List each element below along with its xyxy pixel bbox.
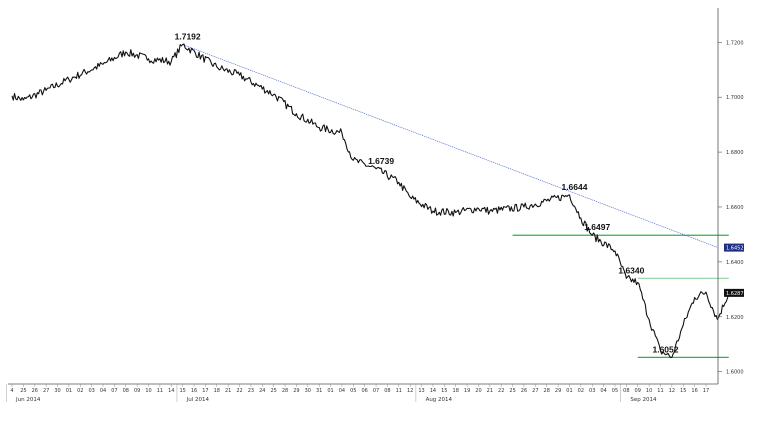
x-tick-label: 10 <box>646 388 652 394</box>
x-tick-label: 30 <box>54 388 60 394</box>
x-tick-label: 14 <box>430 388 436 394</box>
x-tick-label: 25 <box>270 388 276 394</box>
x-tick-label: 04 <box>100 388 106 394</box>
price-badge-box <box>724 243 744 252</box>
price-annotation: 1.6052 <box>652 344 678 354</box>
x-tick-label: 07 <box>111 388 117 394</box>
x-tick-label: 29 <box>555 388 561 394</box>
x-tick-label: 18 <box>453 388 459 394</box>
price-badge-label: 1.6287 <box>726 291 744 297</box>
x-tick-label: 01 <box>566 388 572 394</box>
x-tick-label: 22 <box>498 388 504 394</box>
x-tick-label: 02 <box>578 388 584 394</box>
x-tick-label: 18 <box>214 388 220 394</box>
x-tick-label: 03 <box>589 388 595 394</box>
month-label: Sep 2014 <box>630 397 657 403</box>
x-axis-ticks: 4 25 26 27 30 01 02 03 04 07 08 09 10 11 14 15 16 17 18 21 2… <box>10 384 709 394</box>
x-tick-label: 12 <box>407 388 413 394</box>
horizontal-levels <box>512 234 729 358</box>
y-tick-label: 1.7200 <box>726 40 744 46</box>
price-annotation: 1.6739 <box>368 156 394 166</box>
x-tick-label: 07 <box>373 388 379 394</box>
price-badge-label: 1.6452 <box>726 246 744 252</box>
x-tick-label: 01 <box>327 388 333 394</box>
x-tick-label: 29 <box>293 388 299 394</box>
x-tick-label: 09 <box>134 388 140 394</box>
price-badges: 1.6452 1.6287 <box>724 243 744 297</box>
y-axis-ticks: 1.7200 1.7000 1.6800 1.6600 1.6400 1.6200 1.60… <box>718 40 744 376</box>
x-tick-label: 17 <box>703 388 709 394</box>
price-badge-box <box>724 288 744 297</box>
x-tick-label: 06 <box>362 388 368 394</box>
x-tick-label: 05 <box>612 388 618 394</box>
x-tick-label: 11 <box>157 388 163 394</box>
x-tick-label: 14 <box>168 388 174 394</box>
trendline-group <box>182 44 719 248</box>
x-tick-label: 15 <box>680 388 686 394</box>
x-tick-label: 16 <box>191 388 197 394</box>
month-labels: Jun 2014 Jul 2014 Aug 2014 Sep 2014 <box>6 384 657 403</box>
x-tick-label: 13 <box>418 388 424 394</box>
y-tick-label: 1.6200 <box>726 315 744 321</box>
x-tick-label: 27 <box>532 388 538 394</box>
y-tick-label: 1.6800 <box>726 150 744 156</box>
x-tick-label: 16 <box>691 388 697 394</box>
x-tick-label: 20 <box>475 388 481 394</box>
x-tick-label: 02 <box>77 388 83 394</box>
x-tick-label: 24 <box>259 388 265 394</box>
x-tick-label: 11 <box>657 388 663 394</box>
x-tick-label: 12 <box>669 388 675 394</box>
x-tick-label: 09 <box>635 388 641 394</box>
x-tick-label: 03 <box>88 388 94 394</box>
price-annotation: 1.6497 <box>584 222 610 232</box>
x-tick-label: 04 <box>339 388 345 394</box>
month-label: Jun 2014 <box>15 397 41 403</box>
month-label: Jul 2014 <box>186 397 210 403</box>
x-tick-label: 21 <box>487 388 493 394</box>
x-tick-label: 22 <box>236 388 242 394</box>
y-tick-label: 1.6400 <box>726 260 744 266</box>
price-annotation: 1.6644 <box>561 182 587 192</box>
x-tick-label: 17 <box>202 388 208 394</box>
x-tick-label: 27 <box>43 388 49 394</box>
price-series-line <box>11 43 730 359</box>
x-tick-label: 04 <box>600 388 606 394</box>
y-tick-label: 1.6600 <box>726 205 744 211</box>
x-tick-label: 08 <box>123 388 129 394</box>
x-tick-label: 08 <box>384 388 390 394</box>
x-tick-label: 05 <box>350 388 356 394</box>
x-tick-label: 15 <box>441 388 447 394</box>
x-tick-label: 31 <box>316 388 322 394</box>
price-series-group <box>11 43 730 359</box>
trendline <box>182 44 719 248</box>
annotations-group: 1.7192 1.6739 1.6644 1.6497 1.6340 1.6052 <box>175 32 679 355</box>
price-annotation: 1.7192 <box>175 32 201 42</box>
x-tick-label: 23 <box>248 388 254 394</box>
x-tick-label: 01 <box>66 388 72 394</box>
x-tick-label: 08 <box>623 388 629 394</box>
x-tick-label: 26 <box>521 388 527 394</box>
x-tick-label: 25 <box>20 388 26 394</box>
x-tick-label: 15 <box>179 388 185 394</box>
x-tick-label: 30 <box>305 388 311 394</box>
x-tick-label: 19 <box>464 388 470 394</box>
x-tick-label: 10 <box>145 388 151 394</box>
x-tick-label: 28 <box>544 388 550 394</box>
x-tick-label: 25 <box>509 388 515 394</box>
x-tick-label: 28 <box>282 388 288 394</box>
x-tick-label: 11 <box>396 388 402 394</box>
y-tick-label: 1.6000 <box>726 370 744 376</box>
x-tick-label: 4 <box>10 388 13 394</box>
price-annotation: 1.6340 <box>618 265 644 275</box>
x-tick-label: 21 <box>225 388 231 394</box>
month-label: Aug 2014 <box>426 397 453 403</box>
y-tick-label: 1.7000 <box>726 95 744 101</box>
x-tick-label: 26 <box>32 388 38 394</box>
